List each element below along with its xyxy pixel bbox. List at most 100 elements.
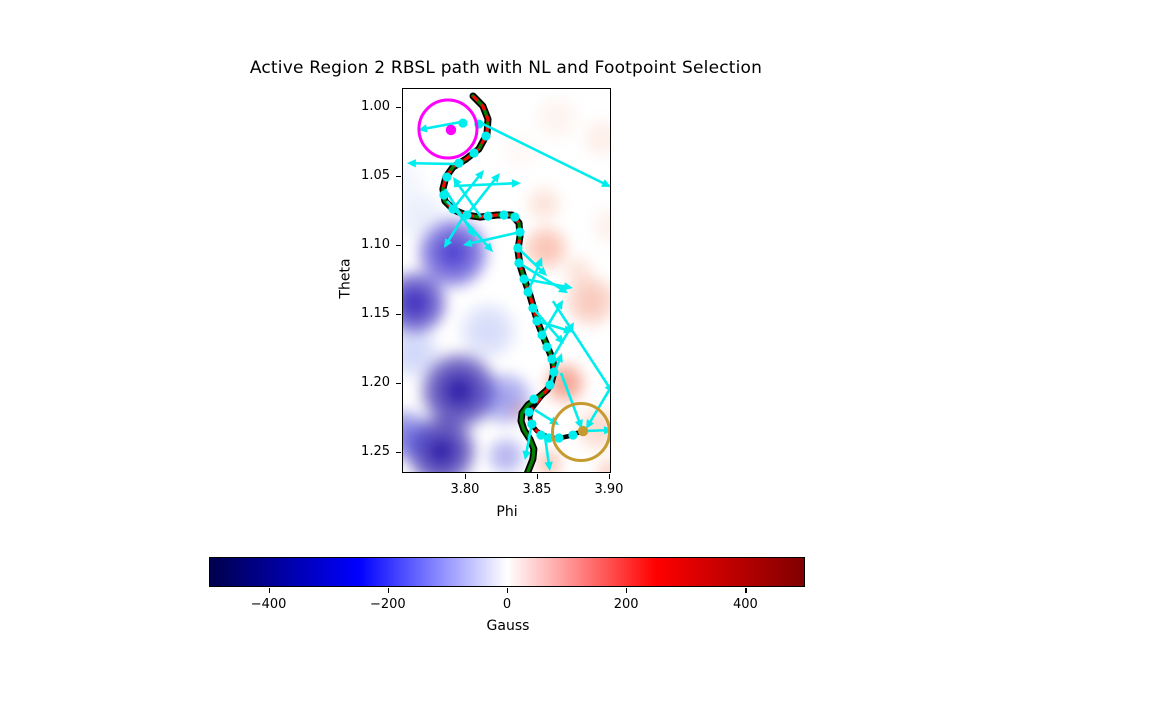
quiver-arrow-head [452,177,462,187]
plot-area [402,88,611,473]
colorbar-tick-label: −200 [369,597,406,612]
path-node [462,210,472,220]
quiver-arrow-head [565,322,574,332]
quiver-arrow-shaft [469,230,521,245]
quiver-arrow-shaft [540,305,561,336]
quiver-arrow-head [475,170,484,180]
path-node [527,419,537,429]
path-node [515,227,525,237]
field-blob [516,176,572,233]
x-tick-label: 3.80 [450,482,480,497]
colorbar-tick-mark [745,588,747,593]
path-node [544,433,554,443]
path-node [483,211,493,221]
y-tick-mark [396,107,401,109]
path-node [554,433,564,443]
quiver-arrow-shaft [588,386,610,424]
path-node [529,394,539,404]
y-tick-mark [396,245,401,247]
path-node [439,190,449,200]
y-tick-mark [396,176,401,178]
colorbar [209,557,805,587]
path-node [469,148,479,158]
colorbar-tick-label: −400 [250,597,287,612]
quiver-arrow-shaft [526,263,541,293]
path-node [519,274,529,284]
y-tick-label: 1.15 [361,306,390,322]
colorbar-label: Gauss [486,618,530,634]
path-node [568,430,578,440]
quiver-arrow-shaft [424,120,462,130]
path-node [481,131,491,141]
path-node [536,430,546,440]
path-node [523,287,533,297]
footpoint-1-selection-circle [417,98,479,160]
quiver-arrow-shaft [550,327,572,360]
quiver-arrow-head [483,242,494,252]
rbsl-path [441,94,583,440]
quiver-arrow-head [544,461,553,471]
quiver-arrow-head [462,238,473,248]
y-axis-label: Theta [337,258,354,299]
quiver-arrow-shaft [551,300,610,388]
colorbar-tick-mark [507,588,509,593]
quiver-arrow-head [522,450,531,461]
quiver-arrow-shaft [478,120,606,186]
path-node [549,367,559,377]
quiver-arrow-shaft [453,181,515,188]
quiver-arrow-head [534,257,543,267]
quiver-arrow-head [443,238,453,248]
quiver-arrow-shaft [523,277,567,289]
neutral-line [441,94,556,472]
footpoint-2-dot [577,425,589,437]
quiver-arrow-shaft [451,174,481,210]
path-node [458,118,468,128]
path-node [510,212,520,222]
y-tick-mark [396,314,401,316]
y-tick-label: 1.10 [361,237,390,253]
quiver-arrow-shaft [543,436,551,465]
path-node [528,303,538,313]
x-tick-label: 3.90 [594,482,624,497]
path-node [454,158,464,168]
plot-overlay [406,92,610,472]
y-tick-label: 1.25 [361,444,390,460]
y-tick-label: 1.00 [361,99,390,115]
x-tick-mark [608,474,611,479]
quiver-arrow-head [601,179,610,187]
quiver-arrow-head [554,299,564,310]
rbsl-path-outline [440,94,583,441]
magnetogram-background [403,89,610,472]
path-node [442,172,452,182]
quiver-arrow-head [537,266,548,276]
quiver-arrow-shaft [413,161,457,166]
colorbar-tick-label: 0 [502,597,512,612]
x-tick-label: 3.85 [522,482,552,497]
quiver-arrow-head [563,325,573,334]
quiver-arrow-shaft [465,177,497,216]
path-node [532,316,542,326]
colorbar-tick-label: 200 [613,597,639,612]
footpoint-2-selection-circle [551,402,610,463]
footpoint-1-dot [445,124,457,136]
path-node [547,354,557,364]
quiver-arrow-head [491,173,500,183]
chart-title: Active Region 2 RBSL path with NL and Fo… [249,58,763,78]
quiver-arrow-head [563,282,573,291]
y-tick-label: 1.05 [361,168,390,184]
neutral-line-outline [439,92,558,472]
quiver-arrow-shaft [536,319,567,332]
y-tick-mark [396,383,401,385]
colorbar-tick-label: 400 [732,597,758,612]
x-axis-label: Phi [496,504,518,520]
colorbar-tick-mark [626,588,628,593]
quiver-arrow-head [406,159,416,168]
path-node [499,210,509,220]
path-node [542,342,552,352]
path-node [524,407,534,417]
y-tick-label: 1.20 [361,375,390,391]
quiver-arrow-shaft [534,408,554,423]
colorbar-tick-mark [268,588,270,593]
colorbar-tick-mark [387,588,389,593]
